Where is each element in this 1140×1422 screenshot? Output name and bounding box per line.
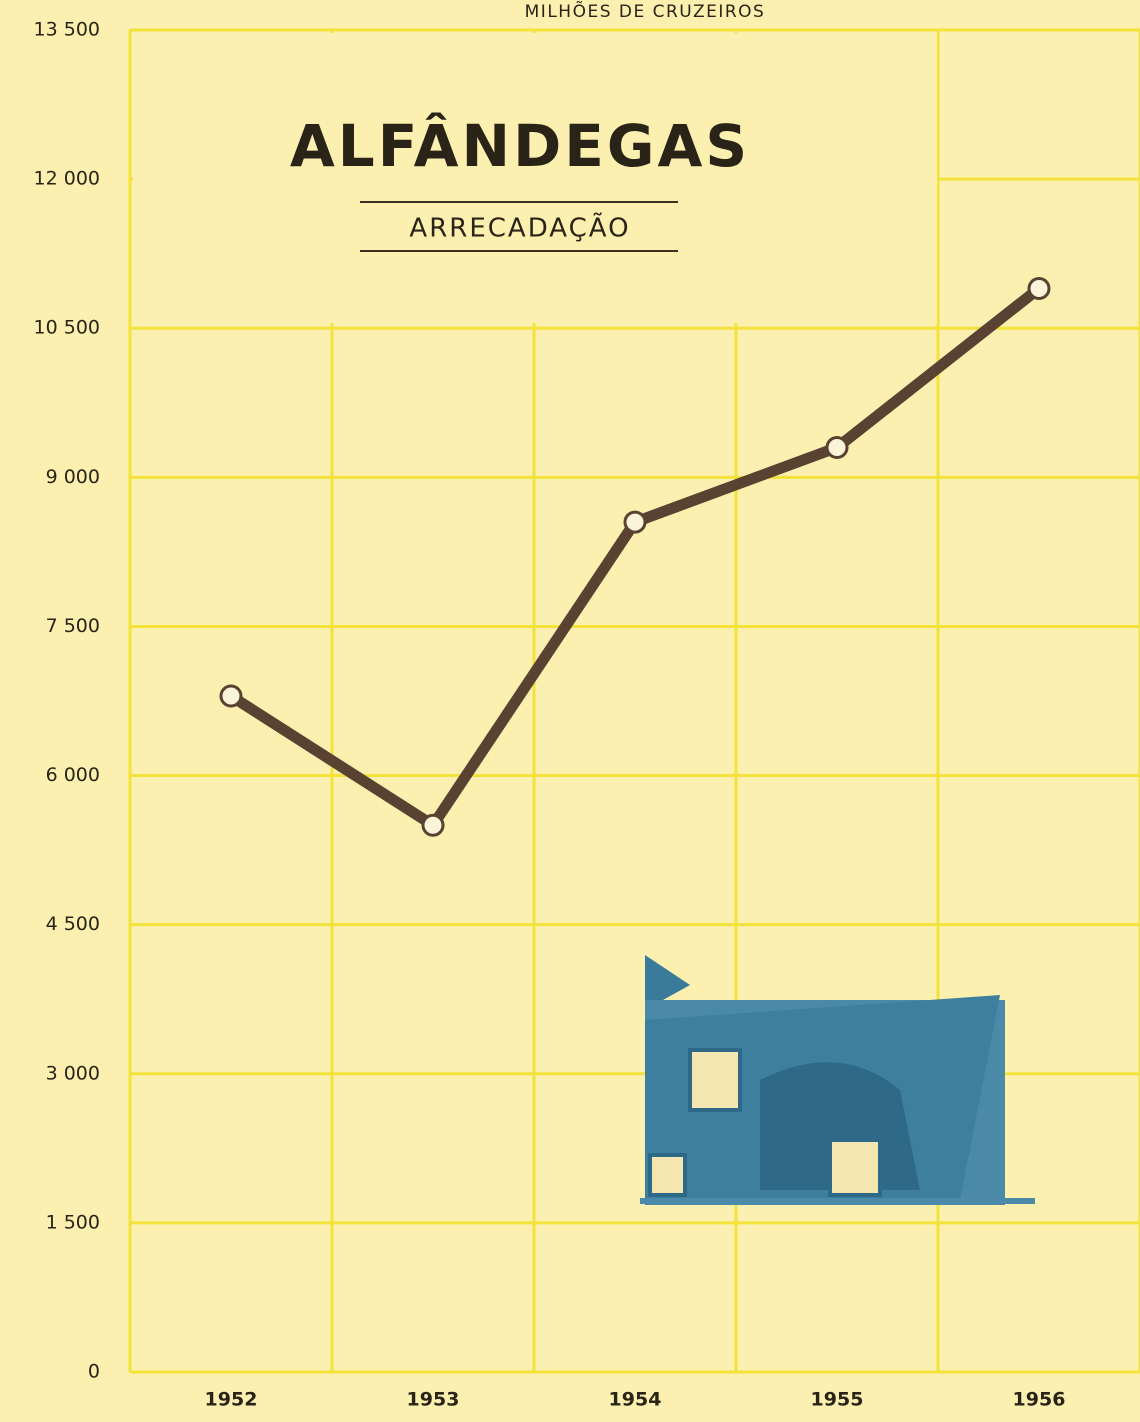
chart-title: ALFÂNDEGAS [290, 111, 750, 180]
x-tick-label: 1952 [205, 1389, 258, 1411]
data-point [825, 436, 849, 460]
illustration [640, 955, 1035, 1205]
y-axis-label: MILHÕES DE CRUZEIROS [525, 0, 766, 22]
plot [219, 276, 1051, 837]
data-point [623, 510, 647, 534]
data-point [421, 813, 445, 837]
chart-subtitle: ARRECADAÇÃO [409, 212, 630, 244]
x-tick-label: 1956 [1013, 1389, 1066, 1411]
x-tick-label: 1954 [609, 1389, 662, 1411]
y-tick-label: 4 500 [46, 913, 100, 935]
data-point [219, 684, 243, 708]
y-tick-label: 3 000 [46, 1062, 100, 1084]
y-tick-label: 12 000 [34, 168, 100, 190]
y-tick-label: 13 500 [34, 19, 100, 41]
y-tick-label: 0 [88, 1361, 100, 1383]
y-tick-label: 1 500 [46, 1211, 100, 1233]
data-point [1027, 276, 1051, 300]
y-tick-label: 10 500 [34, 317, 100, 339]
x-tick-label: 1955 [811, 1389, 864, 1411]
y-tick-label: 6 000 [46, 764, 100, 786]
y-tick-label: 7 500 [46, 615, 100, 637]
x-tick-label: 1953 [407, 1389, 460, 1411]
y-tick-label: 9 000 [46, 466, 100, 488]
title-panel [133, 33, 937, 323]
